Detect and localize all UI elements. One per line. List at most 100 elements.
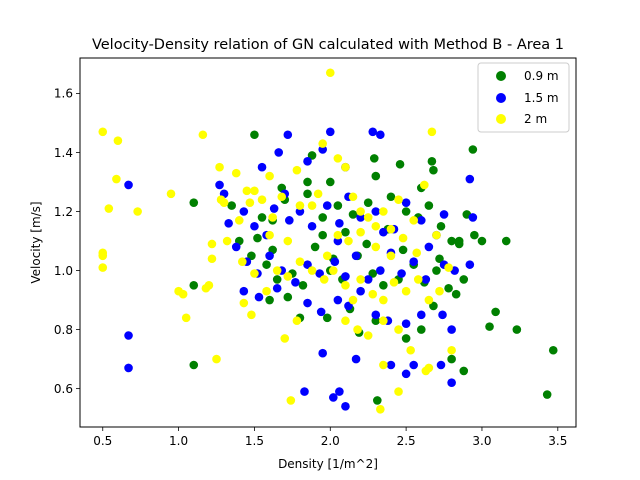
y-axis-label: Velocity [m/s] <box>29 201 43 283</box>
point-series1-4 <box>303 157 312 166</box>
point-series2-96 <box>333 230 343 240</box>
point-series2-64 <box>368 289 378 299</box>
point-series1-67 <box>386 360 396 370</box>
point-series0-76 <box>318 230 327 240</box>
legend-marker-0-9m <box>496 71 506 81</box>
point-series0-24 <box>470 230 479 240</box>
point-series0-67 <box>371 171 381 181</box>
point-series0-42 <box>432 266 441 275</box>
point-series2-69 <box>424 295 434 305</box>
point-series2-56 <box>283 272 293 281</box>
point-series2-0 <box>98 127 108 137</box>
point-series2-43 <box>371 221 381 231</box>
point-series2-29 <box>268 213 277 222</box>
legend-label-1-5m: 1.5 m <box>524 91 559 105</box>
points-layer <box>98 68 558 414</box>
point-series1-70 <box>436 360 446 370</box>
point-series1-65 <box>318 348 327 358</box>
point-series2-95 <box>265 230 274 240</box>
point-series1-62 <box>416 310 426 320</box>
point-series2-57 <box>295 257 305 266</box>
point-series2-93 <box>322 251 332 261</box>
point-series1-1 <box>215 180 224 190</box>
point-series2-77 <box>363 331 373 340</box>
point-series2-78 <box>379 316 388 326</box>
point-series2-21 <box>207 254 217 264</box>
point-series0-32 <box>298 281 308 290</box>
point-series2-82 <box>421 366 431 376</box>
point-series2-94 <box>412 248 422 258</box>
point-series2-53 <box>250 269 259 278</box>
point-series1-57 <box>344 301 353 311</box>
point-series1-71 <box>447 378 456 388</box>
point-series0-12 <box>318 213 327 222</box>
point-series1-5 <box>318 145 327 154</box>
point-series2-44 <box>379 207 388 216</box>
point-series2-24 <box>242 186 252 196</box>
point-series0-45 <box>459 275 469 284</box>
point-series1-21 <box>335 219 344 228</box>
point-series0-55 <box>416 325 426 334</box>
point-series1-66 <box>351 354 361 364</box>
point-series1-29 <box>439 210 449 219</box>
point-series2-54 <box>262 286 271 296</box>
point-series0-78 <box>398 245 408 255</box>
point-series2-80 <box>406 345 415 355</box>
y-tick-label-0: 0.6 <box>54 382 73 396</box>
point-series1-0 <box>124 180 133 190</box>
point-series2-28 <box>265 171 274 181</box>
point-series2-34 <box>307 201 317 210</box>
point-series2-14 <box>204 281 214 290</box>
point-series2-6 <box>98 251 108 261</box>
point-series1-43 <box>376 266 385 275</box>
point-series0-54 <box>401 334 411 343</box>
point-series0-20 <box>436 221 446 231</box>
point-series1-38 <box>315 269 324 278</box>
point-series1-82 <box>424 242 434 252</box>
point-series1-13 <box>239 207 249 216</box>
point-series0-3 <box>427 157 437 166</box>
legend: 0.9 m 1.5 m 2 m <box>477 62 570 133</box>
point-series1-56 <box>333 295 343 305</box>
x-tick-label-2: 1.5 <box>245 434 264 448</box>
point-series1-37 <box>303 260 312 269</box>
point-series0-5 <box>429 165 438 175</box>
x-axis: 0.5 1.0 1.5 2.0 2.5 3.0 3.5 <box>93 427 567 448</box>
point-series0-29 <box>262 260 271 269</box>
point-series2-36 <box>318 139 327 148</box>
point-series2-55 <box>272 266 282 275</box>
legend-marker-1-5m <box>496 93 506 103</box>
point-series1-36 <box>291 278 300 287</box>
point-series0-16 <box>386 192 396 202</box>
point-series1-45 <box>397 269 406 278</box>
point-series0-71 <box>325 177 335 187</box>
x-tick-label-4: 2.5 <box>397 434 416 448</box>
point-series0-59 <box>485 322 494 331</box>
y-tick-label-2: 1.0 <box>54 264 73 278</box>
point-series2-15 <box>212 354 221 364</box>
x-tick-label-6: 3.5 <box>548 434 567 448</box>
point-series2-73 <box>280 334 290 343</box>
point-series1-34 <box>265 251 274 261</box>
point-series1-20 <box>322 201 332 210</box>
point-series2-2 <box>112 174 121 184</box>
point-series2-1 <box>113 136 123 145</box>
point-series0-33 <box>310 242 320 252</box>
point-series1-17 <box>285 216 294 225</box>
point-series0-7 <box>227 201 236 210</box>
point-series0-0 <box>250 130 259 140</box>
point-series2-39 <box>341 162 350 172</box>
point-series1-39 <box>330 257 340 266</box>
point-series0-65 <box>373 396 382 405</box>
point-series2-85 <box>394 387 403 396</box>
point-series0-14 <box>348 210 358 219</box>
point-series1-42 <box>363 275 373 284</box>
point-series2-90 <box>398 233 408 243</box>
point-series2-20 <box>207 239 217 249</box>
point-series0-1 <box>307 151 317 160</box>
point-series0-72 <box>341 227 350 237</box>
point-series1-80 <box>333 236 343 246</box>
chart-title: Velocity-Density relation of GN calculat… <box>92 37 564 53</box>
point-series2-49 <box>427 127 437 137</box>
point-series1-14 <box>250 221 259 231</box>
